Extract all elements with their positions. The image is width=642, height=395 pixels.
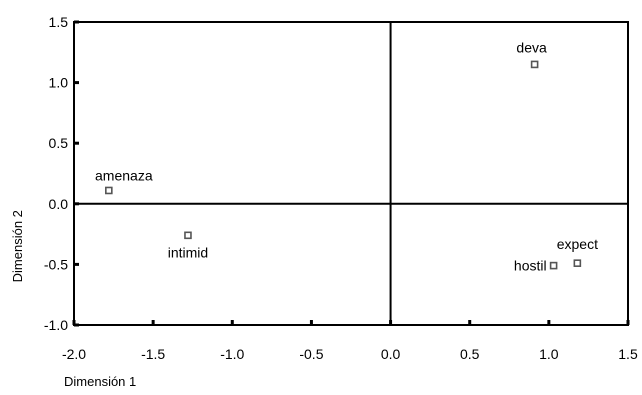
ticks-group: -2.0 -1.5 -1.0 -0.5 0.0 0.5 1.0 1.5 -1.0 -0.5 0.0 0… bbox=[44, 14, 638, 362]
data-point-label: hostil bbox=[514, 258, 547, 274]
x-tick-label: -1.0 bbox=[220, 346, 244, 362]
x-tick-label: -2.0 bbox=[62, 346, 86, 362]
data-point-marker bbox=[573, 259, 582, 267]
y-tick-label: 0.5 bbox=[49, 135, 69, 151]
plot-frame bbox=[73, 21, 629, 326]
points-group: deva amenaza intimid expect hostil bbox=[95, 39, 598, 273]
x-tick-label: 0.0 bbox=[381, 346, 401, 362]
y-tick-label: -0.5 bbox=[44, 256, 68, 272]
data-point-label: intimid bbox=[168, 244, 208, 260]
data-point-marker bbox=[105, 186, 113, 195]
y-tick-label: -1.0 bbox=[44, 317, 68, 333]
x-tick-label: 0.5 bbox=[460, 346, 480, 362]
data-point-marker bbox=[530, 60, 539, 69]
data-point-marker bbox=[184, 231, 192, 240]
y-tick-label: 1.0 bbox=[49, 75, 69, 91]
x-tick-label: 1.5 bbox=[618, 346, 638, 362]
x-tick-label: 1.0 bbox=[539, 346, 559, 362]
data-point-label: expect bbox=[557, 236, 598, 252]
data-point-marker bbox=[549, 261, 558, 270]
x-tick-label: -0.5 bbox=[299, 346, 323, 362]
y-axis-title: Dimensión 2 bbox=[10, 210, 25, 282]
x-axis-title: Dimensión 1 bbox=[64, 374, 136, 389]
data-point-label: amenaza bbox=[95, 167, 153, 183]
x-tick-label: -1.5 bbox=[141, 346, 165, 362]
y-tick-label: 1.5 bbox=[49, 14, 69, 30]
y-tick-label: 0.0 bbox=[49, 196, 69, 212]
axes-group bbox=[73, 21, 629, 326]
data-point-label: deva bbox=[516, 39, 547, 55]
